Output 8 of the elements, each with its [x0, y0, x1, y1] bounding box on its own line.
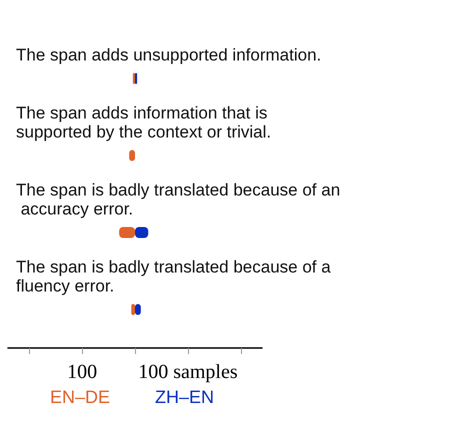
y-tick-label: The span is badly translated because of an accuracy error.	[16, 180, 340, 218]
text: EN–DE	[50, 387, 110, 407]
y-tick-label: The span is badly translated because of a fluency error.	[16, 258, 336, 296]
y-tick-label: The span adds unsupported information.	[16, 46, 322, 64]
text: ZH–EN	[155, 387, 214, 407]
y-tick-label: The span adds information that is supported by the context or trivial.	[16, 104, 272, 142]
x-tick-label: 100	[67, 361, 98, 383]
x-tick-label: 100 samples	[138, 361, 238, 383]
